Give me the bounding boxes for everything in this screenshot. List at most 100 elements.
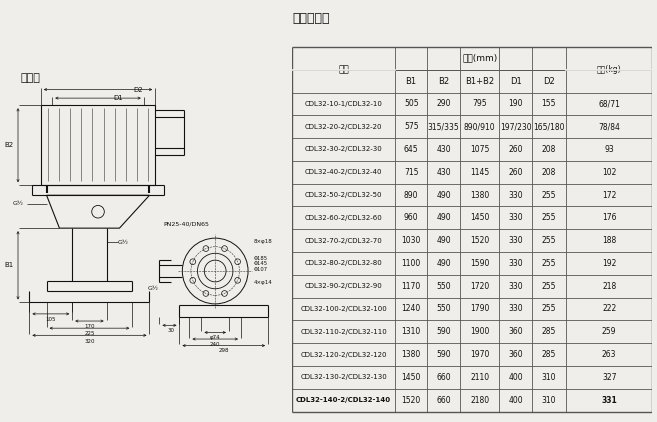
Text: Φ145: Φ145 [254,261,268,266]
Text: 550: 550 [436,305,451,314]
Text: D2: D2 [133,87,143,92]
Text: 1100: 1100 [401,259,420,268]
Text: 155: 155 [541,100,556,108]
Text: 330: 330 [509,282,523,291]
Text: CDL32-10-1/CDL32-10: CDL32-10-1/CDL32-10 [305,101,382,107]
Text: Φ107: Φ107 [254,267,268,272]
Text: 285: 285 [542,327,556,336]
Text: 400: 400 [509,373,523,382]
Text: 型号: 型号 [338,65,349,74]
Text: 1720: 1720 [470,282,489,291]
Text: 330: 330 [509,259,523,268]
Text: 315/335: 315/335 [428,122,459,131]
Text: 1450: 1450 [401,373,421,382]
Text: 645: 645 [404,145,419,154]
Text: CDL32-130-2/CDL32-130: CDL32-130-2/CDL32-130 [300,374,387,380]
Text: 2110: 2110 [470,373,489,382]
Text: CDL32-50-2/CDL32-50: CDL32-50-2/CDL32-50 [305,192,382,198]
Text: PN25-40/DN65: PN25-40/DN65 [164,222,210,226]
Text: G½: G½ [12,201,23,206]
Text: 240: 240 [210,342,221,347]
Text: 165/180: 165/180 [533,122,564,131]
Text: 263: 263 [602,350,616,359]
Text: 285: 285 [542,350,556,359]
Text: CDL32-110-2/CDL32-110: CDL32-110-2/CDL32-110 [300,329,387,335]
Text: D2: D2 [543,77,555,86]
Text: 490: 490 [436,259,451,268]
Text: 1310: 1310 [401,327,420,336]
Text: 890/910: 890/910 [464,122,495,131]
Text: 105: 105 [45,317,56,322]
Text: 505: 505 [404,100,419,108]
Text: CDL32-40-2/CDL32-40: CDL32-40-2/CDL32-40 [305,169,382,175]
Text: 590: 590 [436,350,451,359]
Text: 660: 660 [436,396,451,405]
Text: 172: 172 [602,191,616,200]
Text: 1970: 1970 [470,350,489,359]
Text: 尺寸和重量: 尺寸和重量 [292,12,330,25]
Text: CDL32-60-2/CDL32-60: CDL32-60-2/CDL32-60 [305,215,382,221]
Text: 重量(kg): 重量(kg) [597,65,622,74]
Text: 255: 255 [541,282,556,291]
Text: 1520: 1520 [470,236,489,245]
Text: 8×φ18: 8×φ18 [254,238,273,243]
Text: 1030: 1030 [401,236,421,245]
Text: CDL32-70-2/CDL32-70: CDL32-70-2/CDL32-70 [305,238,382,243]
Text: 490: 490 [436,214,451,222]
Text: 190: 190 [509,100,523,108]
Text: 255: 255 [541,191,556,200]
Text: 310: 310 [541,396,556,405]
Text: 222: 222 [602,305,616,314]
Text: 4×φ14: 4×φ14 [254,280,273,285]
Text: 170: 170 [84,324,95,329]
Text: 660: 660 [436,373,451,382]
Text: 225: 225 [84,331,95,336]
Text: 259: 259 [602,327,616,336]
Text: 1170: 1170 [401,282,420,291]
Text: 188: 188 [602,236,616,245]
Text: 331: 331 [601,396,617,405]
Text: 260: 260 [509,168,523,177]
Text: 550: 550 [436,282,451,291]
Text: G½: G½ [118,240,129,245]
Text: 1240: 1240 [401,305,420,314]
Text: 255: 255 [541,259,556,268]
Text: 255: 255 [541,214,556,222]
Text: 192: 192 [602,259,616,268]
Text: B2: B2 [5,142,14,148]
Text: CDL32-100-2/CDL32-100: CDL32-100-2/CDL32-100 [300,306,387,312]
Text: 430: 430 [436,168,451,177]
Text: 30: 30 [168,328,174,333]
Text: 1450: 1450 [470,214,489,222]
Text: 1790: 1790 [470,305,489,314]
Text: B2: B2 [438,77,449,86]
Text: B1: B1 [405,77,417,86]
Text: 176: 176 [602,214,616,222]
Text: 93: 93 [604,145,614,154]
Text: 310: 310 [541,373,556,382]
Text: CDL32-30-2/CDL32-30: CDL32-30-2/CDL32-30 [305,146,382,152]
Text: 安装图: 安装图 [21,73,41,83]
Text: 320: 320 [84,338,95,344]
Text: 590: 590 [436,327,451,336]
Text: 68/71: 68/71 [599,100,620,108]
Text: 218: 218 [602,282,616,291]
Text: 795: 795 [472,100,487,108]
Text: B1+B2: B1+B2 [465,77,494,86]
Text: 330: 330 [509,236,523,245]
Text: 208: 208 [542,168,556,177]
Text: 715: 715 [404,168,419,177]
Text: 255: 255 [541,236,556,245]
Text: 400: 400 [509,396,523,405]
Text: 330: 330 [509,305,523,314]
Text: 260: 260 [509,145,523,154]
Text: B1: B1 [5,262,14,268]
Text: 575: 575 [404,122,419,131]
Text: 1380: 1380 [401,350,420,359]
Text: 298: 298 [219,348,229,353]
Text: 327: 327 [602,373,616,382]
Text: 1900: 1900 [470,327,489,336]
Text: 2180: 2180 [470,396,489,405]
Text: 78/84: 78/84 [599,122,620,131]
Text: CDL32-80-2/CDL32-80: CDL32-80-2/CDL32-80 [305,260,382,266]
